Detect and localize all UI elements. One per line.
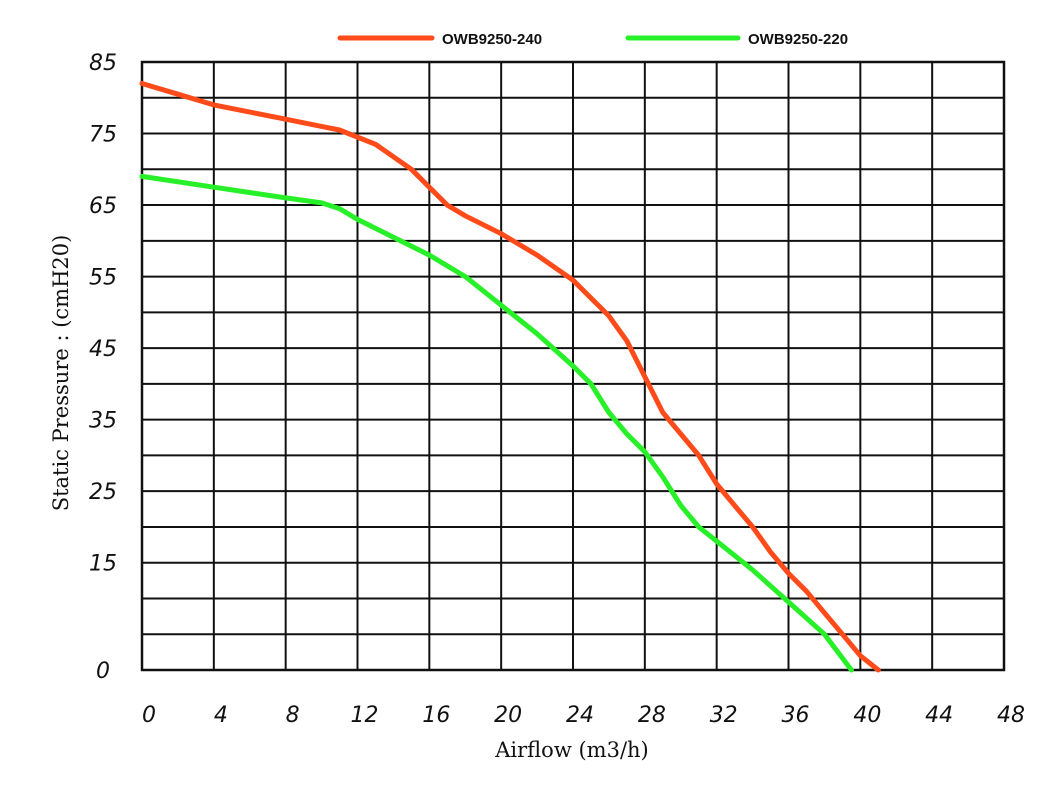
y-axis-title: Static Pressure : (cmH20) bbox=[49, 235, 73, 512]
y-tick-label: 0 bbox=[96, 659, 110, 684]
x-axis-title: Airflow (m3/h) bbox=[494, 738, 648, 762]
x-tick-label: 28 bbox=[638, 703, 666, 728]
y-tick-label: 65 bbox=[89, 194, 117, 219]
series-layer bbox=[139, 81, 881, 673]
y-tick-label: 25 bbox=[89, 480, 117, 505]
y-tick-label: 45 bbox=[89, 337, 117, 362]
x-tick-label: 32 bbox=[710, 703, 738, 728]
x-tick-label: 16 bbox=[422, 703, 450, 728]
legend: OWB9250-240 OWB9250-220 bbox=[337, 31, 848, 48]
grid bbox=[140, 60, 1006, 672]
y-tick-label: 55 bbox=[89, 266, 117, 291]
y-tick-labels: 0 15 25 35 45 55 65 75 85 bbox=[89, 51, 117, 684]
x-tick-label: 24 bbox=[566, 703, 594, 728]
x-tick-label: 40 bbox=[853, 703, 881, 728]
legend-label-1: OWB9250-240 bbox=[442, 31, 542, 48]
x-tick-label: 4 bbox=[214, 703, 228, 728]
x-tick-label: 44 bbox=[925, 703, 953, 728]
plot-frame bbox=[140, 60, 1006, 672]
series-line-2 bbox=[139, 173, 854, 673]
x-tick-labels: 0 4 8 12 16 20 24 28 32 36 40 44 48 bbox=[142, 703, 1025, 728]
x-tick-label: 0 bbox=[142, 703, 156, 728]
x-tick-label: 12 bbox=[351, 703, 379, 728]
y-tick-label: 85 bbox=[89, 51, 117, 76]
x-tick-label: 48 bbox=[997, 703, 1025, 728]
y-tick-label: 75 bbox=[89, 123, 117, 148]
x-tick-label: 8 bbox=[286, 703, 300, 728]
x-tick-label: 36 bbox=[782, 703, 810, 728]
y-tick-label: 35 bbox=[89, 409, 117, 434]
x-tick-label: 20 bbox=[494, 703, 522, 728]
y-tick-label: 15 bbox=[89, 552, 117, 577]
legend-label-2: OWB9250-220 bbox=[748, 31, 848, 48]
series-line-1 bbox=[139, 81, 881, 673]
